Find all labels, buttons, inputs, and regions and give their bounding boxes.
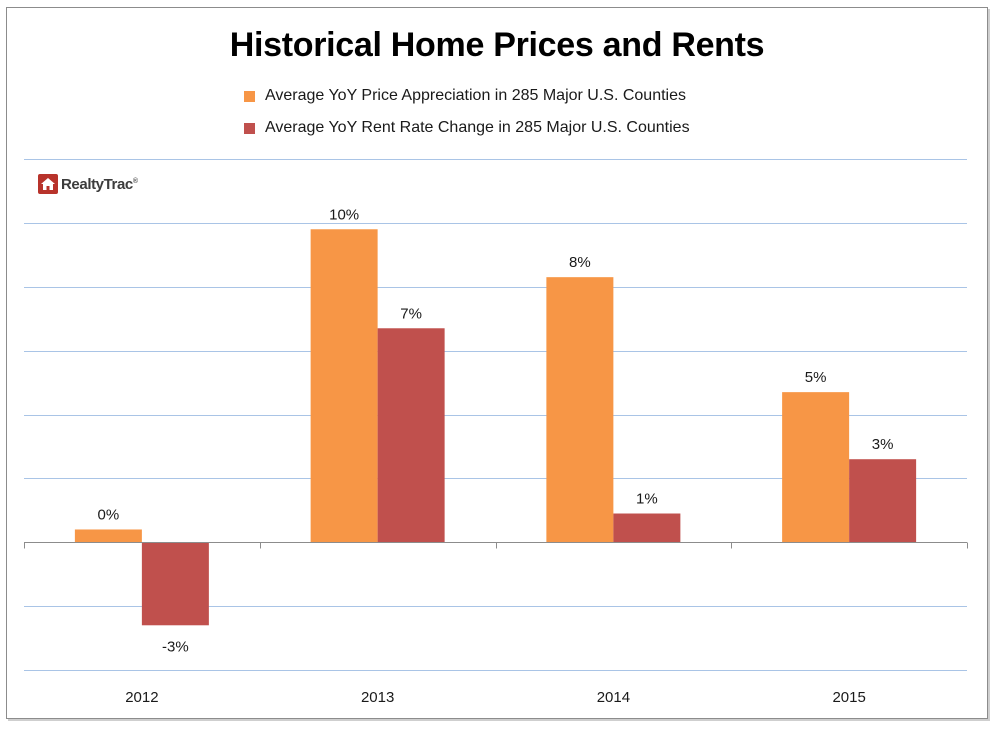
x-tick-label-2014: 2014 [597, 689, 630, 706]
house-icon [38, 174, 58, 194]
data-label-price-2013: 10% [329, 206, 359, 223]
x-tick-label-2013: 2013 [361, 689, 394, 706]
chart-title: Historical Home Prices and Rents [229, 26, 765, 64]
legend-label-rent: Average YoY Rent Rate Change in 285 Majo… [265, 119, 690, 136]
data-label-rent-2012: -3% [162, 638, 189, 655]
data-labels: 0% -3% 10% 7% 8% 1% 5% 3% [98, 206, 894, 655]
bar-rent-2015 [849, 459, 917, 543]
legend-swatch-rent [244, 122, 255, 134]
bar-rent-2013 [377, 328, 445, 543]
data-label-rent-2013: 7% [400, 305, 422, 322]
bars [74, 229, 917, 626]
legend-item-price: Average YoY Price Appreciation in 285 Ma… [244, 87, 686, 105]
bar-price-2013 [310, 229, 378, 543]
data-label-price-2015: 5% [805, 369, 827, 386]
bar-price-2015 [782, 392, 850, 543]
bar-rent-2012 [141, 542, 209, 626]
data-label-rent-2015: 3% [872, 436, 894, 453]
gridlines [24, 159, 967, 671]
bar-price-2012 [74, 529, 142, 543]
data-label-price-2014: 8% [569, 254, 591, 271]
x-axis: 2012 2013 2014 2015 [24, 542, 968, 706]
legend-item-rent: Average YoY Rent Rate Change in 285 Majo… [244, 119, 690, 137]
data-label-rent-2014: 1% [636, 491, 658, 508]
logo-text: RealtyTrac® [61, 175, 138, 193]
realtytrac-logo: RealtyTrac® [38, 174, 138, 194]
legend-swatch-price [244, 90, 255, 102]
x-tick-label-2012: 2012 [125, 689, 158, 706]
x-tick-label-2015: 2015 [832, 689, 865, 706]
data-label-price-2012: 0% [98, 506, 120, 523]
legend-label-price: Average YoY Price Appreciation in 285 Ma… [265, 87, 686, 104]
bar-rent-2014 [613, 513, 681, 543]
bar-price-2014 [546, 277, 614, 543]
